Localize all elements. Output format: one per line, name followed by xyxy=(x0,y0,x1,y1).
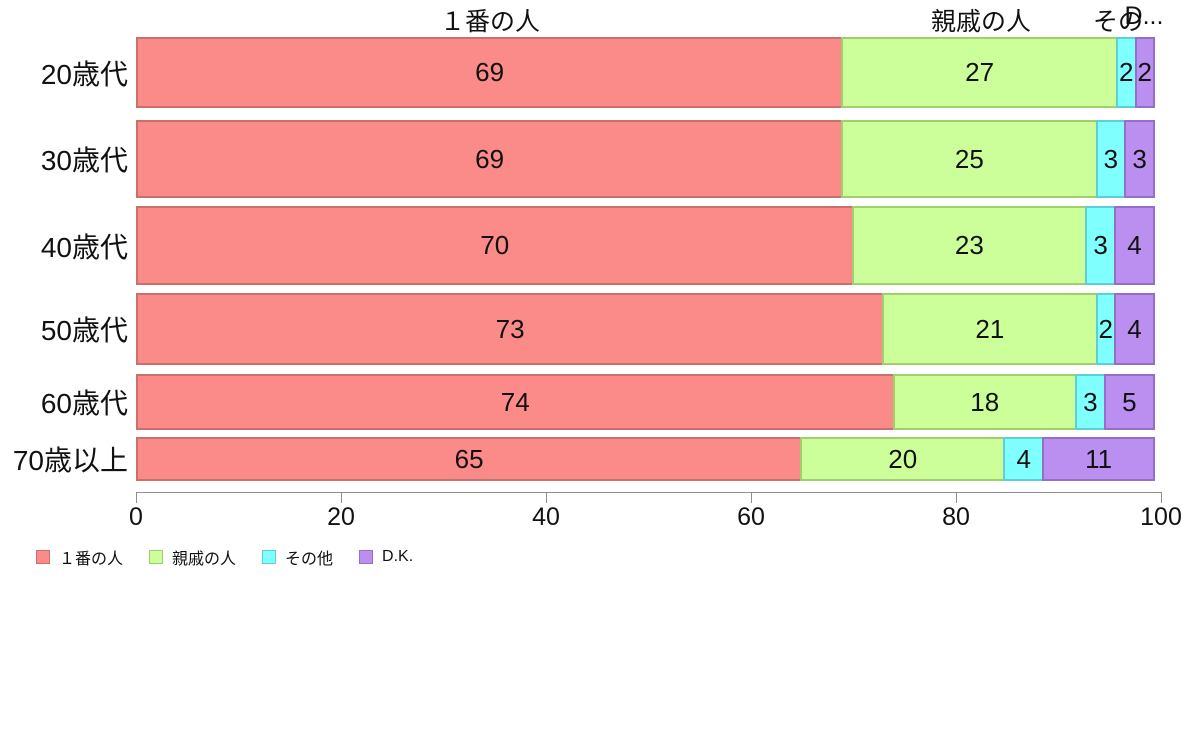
legend-swatch-icon xyxy=(36,550,50,564)
chart-legend: １番の人 親戚の人 その他 D.K. xyxy=(36,545,439,569)
legend-item: D.K. xyxy=(359,548,413,566)
bar-value-label: 3 xyxy=(1132,143,1147,174)
legend-swatch-icon xyxy=(262,550,277,564)
legend-label: １番の人 xyxy=(59,551,124,568)
bar-segment: 3 xyxy=(1085,206,1116,285)
bar-row-3: 73 21 2 4 xyxy=(136,293,1162,365)
category-label-5: 70歳以上 xyxy=(12,445,128,476)
bar-segment: 4 xyxy=(1114,293,1155,365)
bar-value-label: 2 xyxy=(1098,313,1113,344)
x-axis-tick-label: 60 xyxy=(737,503,765,531)
bar-value-label: 70 xyxy=(480,230,510,260)
bar-segment: 21 xyxy=(882,293,1098,365)
bar-segment: 69 xyxy=(136,120,844,198)
bar-segment: 2 xyxy=(1116,37,1137,108)
category-label-1: 30歳代 xyxy=(40,145,128,176)
column-header-label: 親戚の人 xyxy=(930,8,1032,36)
column-header-label: その xyxy=(1092,8,1144,36)
bar-value-label: 74 xyxy=(500,386,530,417)
bar-value-label: 2 xyxy=(1119,57,1134,87)
category-label-4: 60歳代 xyxy=(40,388,128,419)
x-axis-tick-label: 20 xyxy=(327,503,355,531)
legend-label: D.K. xyxy=(382,548,414,565)
bar-value-label: 11 xyxy=(1085,443,1113,474)
bar-segment: 25 xyxy=(841,120,1098,198)
bar-value-label: 65 xyxy=(454,443,484,474)
bar-value-label: 3 xyxy=(1103,143,1119,174)
bar-row-0: 69 27 2 2 xyxy=(136,37,1162,108)
bar-value-label: 21 xyxy=(975,313,1005,344)
bar-value-label: 5 xyxy=(1122,386,1137,417)
bar-value-label: 73 xyxy=(495,313,525,344)
x-axis-tick-label: 100 xyxy=(1140,503,1182,531)
bar-segment: 3 xyxy=(1075,374,1106,430)
x-axis-tick xyxy=(341,492,342,503)
bar-value-label: 69 xyxy=(475,57,505,87)
x-axis-tick xyxy=(751,492,752,503)
bar-row-2: 70 23 3 4 xyxy=(136,206,1162,285)
bar-segment: 20 xyxy=(800,437,1006,481)
bar-segment: 2 xyxy=(1095,293,1116,365)
bar-segment: 18 xyxy=(892,374,1077,430)
x-axis-tick xyxy=(136,492,137,503)
legend-label: 親戚の人 xyxy=(172,551,237,568)
legend-label: その他 xyxy=(285,551,334,568)
category-label-3: 50歳代 xyxy=(40,315,128,346)
bar-segment: 3 xyxy=(1095,120,1127,198)
x-axis-tick-label: 40 xyxy=(532,503,560,531)
bar-value-label: 3 xyxy=(1083,386,1098,417)
bar-value-label: 27 xyxy=(965,57,995,87)
category-label-0: 20歳代 xyxy=(40,58,128,90)
x-axis-tick-label: 80 xyxy=(942,503,970,531)
bar-segment: 4 xyxy=(1003,437,1045,481)
bar-segment: 73 xyxy=(136,293,885,365)
x-axis-line xyxy=(136,492,1162,493)
bar-segment: 4 xyxy=(1114,206,1155,285)
legend-item: １番の人 xyxy=(36,545,123,569)
bar-row-5: 65 20 4 11 xyxy=(136,437,1162,481)
bar-value-label: 4 xyxy=(1127,313,1142,344)
bar-value-label: 23 xyxy=(954,230,984,260)
bar-segment: 27 xyxy=(841,37,1118,108)
column-header-label: １番の人 xyxy=(439,8,541,36)
bar-row-4: 74 18 3 5 xyxy=(136,374,1162,430)
bar-value-label: 3 xyxy=(1093,230,1108,260)
bar-value-label: 2 xyxy=(1137,57,1152,87)
bar-segment: 23 xyxy=(851,206,1088,285)
bar-value-label: 4 xyxy=(1016,443,1031,474)
category-label-2: 40歳代 xyxy=(40,231,128,263)
bar-value-label: 20 xyxy=(888,443,918,474)
bar-segment: 74 xyxy=(136,374,895,430)
bar-value-label: 4 xyxy=(1127,230,1142,260)
x-axis-tick xyxy=(1161,492,1162,503)
legend-swatch-icon xyxy=(149,550,164,564)
bar-segment: 3 xyxy=(1124,120,1155,198)
bar-value-label: 69 xyxy=(475,143,505,174)
legend-item: その他 xyxy=(262,545,333,569)
x-axis-tick-label: 0 xyxy=(129,503,143,531)
legend-item: 親戚の人 xyxy=(149,545,236,569)
legend-swatch-icon xyxy=(359,550,374,564)
bar-segment: 5 xyxy=(1103,374,1155,430)
bar-segment: 65 xyxy=(136,437,803,481)
bar-segment: 2 xyxy=(1134,37,1155,108)
bar-segment: 69 xyxy=(136,37,844,108)
x-axis-tick xyxy=(546,492,547,503)
bar-value-label: 18 xyxy=(970,386,1000,417)
bar-row-1: 69 25 3 3 xyxy=(136,120,1162,198)
column-header-label: D... xyxy=(1124,2,1164,30)
bar-segment: 70 xyxy=(136,206,854,285)
x-axis-tick xyxy=(956,492,957,503)
bar-segment: 11 xyxy=(1042,437,1155,481)
bar-value-label: 25 xyxy=(954,143,984,174)
